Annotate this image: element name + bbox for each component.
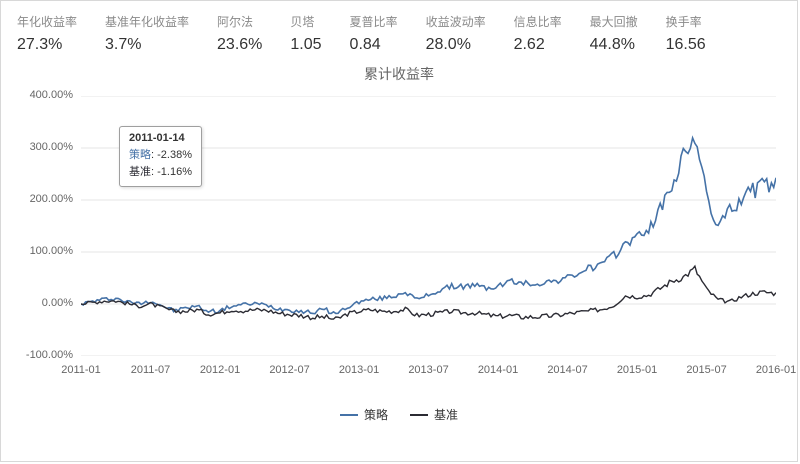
- series-line-strategy[interactable]: [81, 135, 776, 315]
- tooltip-row-strategy: 策略-2.38%: [129, 147, 192, 164]
- stat-label: 贝塔: [290, 15, 315, 29]
- tooltip-series-value: -2.38%: [157, 149, 192, 161]
- y-axis: 400.00% 300.00% 200.00% 100.00% 0.00% -1…: [1, 89, 73, 361]
- x-tick-label: 2011-01: [61, 364, 101, 376]
- y-tick-label: 100.00%: [29, 245, 73, 257]
- stat-value: 2.62: [513, 36, 545, 53]
- chart-canvas[interactable]: [81, 96, 776, 356]
- x-tick-label: 2013-01: [338, 364, 380, 376]
- stat-value: 16.56: [665, 36, 706, 53]
- stat-value: 27.3%: [17, 36, 63, 53]
- y-tick-label: 400.00%: [29, 89, 73, 101]
- stat-benchmark-annualized-return: 基准年化收益率 3.7%: [105, 13, 189, 54]
- stat-label: 最大回撤: [589, 15, 638, 29]
- x-tick-label: 2011-07: [130, 364, 171, 376]
- legend-label: 基准: [434, 408, 459, 422]
- x-axis: 2011-01 2011-07 2012-01 2012-07 2013-01 …: [61, 364, 796, 380]
- stat-value: 23.6%: [217, 36, 263, 53]
- chart-legend: 策略 基准: [1, 406, 797, 423]
- x-tick-label: 2014-01: [477, 364, 519, 376]
- stat-label: 基准年化收益率: [105, 15, 190, 29]
- stat-max-drawdown: 最大回撤 44.8%: [590, 13, 638, 54]
- chart-tooltip: 2011-01-14 策略-2.38% 基准-1.16%: [119, 126, 202, 188]
- plot-area[interactable]: 2011-01-14 策略-2.38% 基准-1.16%: [81, 96, 776, 356]
- stat-label: 阿尔法: [217, 15, 254, 29]
- x-tick-label: 2012-01: [199, 364, 241, 376]
- legend-line-icon: [339, 413, 358, 416]
- stat-value: 28.0%: [425, 36, 471, 53]
- stat-label: 收益波动率: [425, 15, 486, 29]
- x-tick-label: 2015-01: [616, 364, 658, 376]
- y-tick-label: -100.00%: [25, 349, 73, 361]
- x-tick-label: 2012-07: [269, 364, 310, 376]
- legend-item-strategy[interactable]: 策略: [339, 406, 388, 423]
- stat-sharpe-ratio: 夏普比率 0.84: [350, 13, 398, 54]
- tooltip-row-benchmark: 基准-1.16%: [129, 164, 192, 181]
- x-tick-label: 2013-07: [408, 364, 449, 376]
- chart-title: 累计收益率: [364, 66, 434, 82]
- tooltip-series-value: -1.16%: [157, 166, 192, 179]
- stat-beta: 贝塔 1.05: [290, 13, 321, 54]
- legend-item-benchmark[interactable]: 基准: [410, 406, 458, 423]
- stat-alpha: 阿尔法 23.6%: [217, 13, 262, 54]
- x-tick-label: 2015-07: [686, 364, 727, 376]
- series-line-benchmark[interactable]: [81, 264, 776, 321]
- stat-turnover-rate: 换手率 16.56: [666, 13, 706, 54]
- legend-line-icon: [410, 413, 428, 416]
- tooltip-series-label: 策略: [129, 149, 157, 161]
- y-tick-label: 200.00%: [29, 193, 73, 205]
- stat-value: 3.7%: [105, 36, 142, 53]
- stat-volatility: 收益波动率 28.0%: [426, 13, 486, 54]
- x-tick-label: 2014-07: [547, 364, 588, 376]
- tooltip-series-label: 基准: [129, 166, 157, 178]
- stat-annualized-return: 年化收益率 27.3%: [17, 13, 77, 54]
- chart-area: 400.00% 300.00% 200.00% 100.00% 0.00% -1…: [1, 89, 797, 388]
- stats-bar: 年化收益率 27.3% 基准年化收益率 3.7% 阿尔法 23.6% 贝塔 1.…: [1, 1, 797, 54]
- y-tick-label: 300.00%: [29, 141, 73, 153]
- stat-information-ratio: 信息比率 2.62: [514, 13, 562, 54]
- tooltip-date: 2011-01-14: [129, 132, 185, 144]
- stat-value: 44.8%: [589, 36, 635, 53]
- legend-label: 策略: [363, 408, 388, 422]
- stat-label: 信息比率: [513, 15, 562, 29]
- y-tick-label: 0.00%: [41, 297, 73, 309]
- stat-value: 0.84: [349, 36, 381, 53]
- stat-value: 1.05: [290, 36, 322, 53]
- x-tick-label: 2016-01: [755, 364, 797, 376]
- stat-label: 换手率: [665, 15, 702, 29]
- stat-label: 年化收益率: [17, 15, 78, 29]
- stat-label: 夏普比率: [349, 15, 398, 29]
